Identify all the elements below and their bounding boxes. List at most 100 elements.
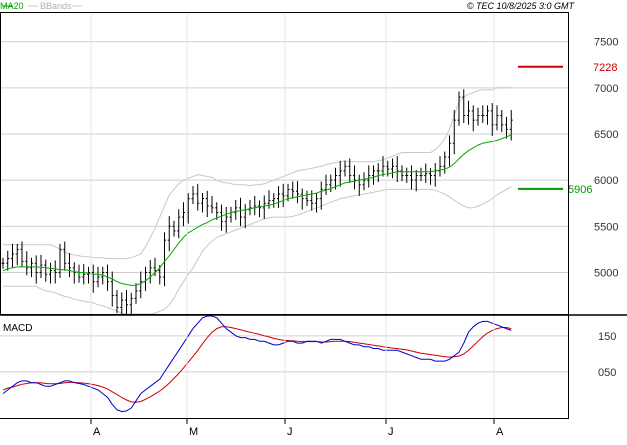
price-bar <box>452 110 456 155</box>
price-bar <box>381 156 385 177</box>
price-bar <box>505 116 508 139</box>
price-bar <box>134 283 138 304</box>
price-bar <box>462 89 466 123</box>
price-y-tick-label: 7500 <box>594 37 618 49</box>
price-bar <box>319 181 323 210</box>
x-tick-label: J <box>287 426 293 438</box>
price-bar <box>353 165 356 190</box>
price-bar <box>115 290 119 314</box>
price-bar <box>87 266 90 284</box>
price-bar <box>262 195 266 219</box>
resistance-label: 7228 <box>593 62 617 74</box>
price-bar <box>82 264 86 285</box>
price-bar <box>44 259 48 282</box>
macd-y-tick-label: 150 <box>598 331 616 343</box>
price-bar <box>139 271 143 299</box>
price-bar <box>58 243 62 278</box>
price-bar <box>196 183 200 211</box>
x-tick-label: J <box>388 426 394 438</box>
price-y-tick-label: 5500 <box>594 221 618 233</box>
price-bar <box>182 202 185 227</box>
price-bar <box>443 151 447 174</box>
price-bar <box>6 250 10 271</box>
price-bar <box>210 195 214 214</box>
price-bar <box>220 204 223 231</box>
price-bar <box>476 107 480 126</box>
price-bar <box>395 156 399 182</box>
price-bar <box>367 165 371 188</box>
price-bar <box>277 186 280 208</box>
price-bar <box>372 165 375 185</box>
x-tick-label: A <box>496 426 504 438</box>
price-bar <box>163 232 166 287</box>
price-bar <box>305 190 309 206</box>
price-bar <box>291 181 295 199</box>
price-bar <box>495 105 499 131</box>
price-bar <box>300 188 304 210</box>
price-bar <box>424 163 428 183</box>
price-bar <box>272 193 276 208</box>
price-bar <box>125 290 128 314</box>
price-bar <box>215 202 219 220</box>
price-bar <box>172 220 176 237</box>
price-bar <box>34 255 38 284</box>
price-y-tick-label: 6000 <box>594 175 618 187</box>
price-bar <box>68 253 71 278</box>
x-tick-label: M <box>189 426 198 438</box>
price-bar <box>438 156 442 177</box>
price-bar <box>20 241 24 267</box>
price-bar <box>91 264 95 293</box>
price-bar <box>106 264 109 291</box>
price-bar <box>486 105 489 125</box>
price-bar <box>129 292 133 316</box>
price-bar <box>258 200 261 218</box>
macd-title: MACD <box>3 323 32 334</box>
price-bar <box>267 190 271 209</box>
price-bar <box>25 251 29 276</box>
price-bar <box>348 158 352 183</box>
price-y-tick-label: 5000 <box>594 267 618 279</box>
price-bar <box>391 158 394 179</box>
price-bar <box>376 163 380 182</box>
price-bar <box>53 260 57 284</box>
macd-y-tick-label: 050 <box>598 367 616 379</box>
price-bar <box>120 292 124 315</box>
price-bar <box>400 165 404 182</box>
price-y-tick-label: 7000 <box>594 83 618 95</box>
price-bar <box>239 197 242 227</box>
price-bar <box>1 257 5 269</box>
price-bar <box>343 160 347 177</box>
price-bar <box>191 186 195 205</box>
price-bar <box>148 260 152 284</box>
price-bar <box>234 200 238 220</box>
price-bar <box>329 174 333 193</box>
price-bar <box>63 241 67 271</box>
price-bar <box>39 254 43 278</box>
price-bar <box>110 271 114 307</box>
price-bar <box>49 262 52 284</box>
ma20-line <box>2 134 512 286</box>
bbands-legend-label: BBands <box>40 1 72 11</box>
macd-panel: MACD 150 050 <box>0 315 616 413</box>
bbands-upper-line <box>3 87 512 260</box>
chart-header: MA20 BBands © TEC 10/8/2025 3:0 GMT <box>0 1 575 11</box>
price-bar <box>72 262 76 284</box>
price-bar <box>429 168 432 185</box>
price-bar <box>205 190 209 218</box>
bbands-lower-line <box>3 186 512 315</box>
price-bar <box>457 91 461 126</box>
copyright-text: © TEC 10/8/2025 3:0 GMT <box>467 1 576 11</box>
price-bar <box>224 206 228 233</box>
price-bar <box>410 165 413 190</box>
price-bar <box>296 181 299 204</box>
macd-signal-line <box>2 326 512 403</box>
price-bar <box>481 105 485 123</box>
macd-line <box>2 315 512 413</box>
support-label: 5906 <box>568 184 592 196</box>
price-bar <box>405 167 409 183</box>
price-bar <box>419 167 423 182</box>
price-bar <box>334 167 337 190</box>
